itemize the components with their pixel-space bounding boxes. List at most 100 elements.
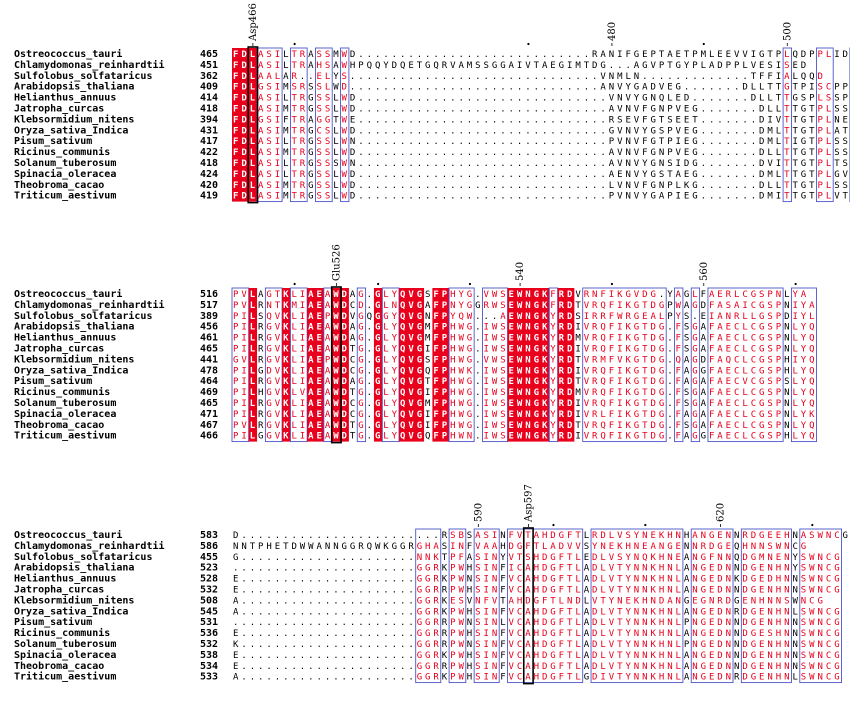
residue: . xyxy=(484,94,489,104)
start-position: 478 xyxy=(200,365,218,376)
residue: . xyxy=(417,181,422,191)
residue: . xyxy=(417,148,422,158)
residue: . xyxy=(492,192,497,202)
residue: I xyxy=(834,50,839,60)
residue: F xyxy=(759,72,764,82)
residue: . xyxy=(667,366,672,376)
residue: S xyxy=(667,159,672,169)
residue: G xyxy=(425,662,430,672)
residue: G xyxy=(534,596,539,606)
residue: G xyxy=(417,596,422,606)
residue: T xyxy=(567,662,573,672)
residue: . xyxy=(258,673,263,683)
residue: . xyxy=(584,105,589,115)
residue: . xyxy=(500,170,505,180)
residue: I xyxy=(241,399,246,409)
residue: N xyxy=(642,662,647,672)
residue: . xyxy=(584,148,589,158)
residue: Y xyxy=(550,355,556,365)
residue: T xyxy=(250,542,256,552)
residue: V xyxy=(408,355,414,365)
residue: W xyxy=(517,355,523,365)
residue: . xyxy=(751,181,756,191)
residue: A xyxy=(258,126,264,136)
residue: D xyxy=(342,355,348,365)
residue: G xyxy=(634,355,639,365)
residue: W xyxy=(333,290,339,300)
residue: S xyxy=(500,399,505,409)
residue: D xyxy=(358,301,363,311)
residue: K xyxy=(283,366,289,376)
residue: G xyxy=(417,355,422,365)
residue: S xyxy=(767,312,772,322)
residue: A xyxy=(325,377,331,387)
residue: . xyxy=(358,50,363,60)
residue: . xyxy=(425,192,430,202)
residue: . xyxy=(392,181,397,191)
residue: . xyxy=(684,83,689,93)
residue: . xyxy=(241,564,246,574)
residue: L xyxy=(291,355,296,365)
residue: A xyxy=(584,607,590,617)
similarity-box xyxy=(356,287,367,443)
residue: T xyxy=(792,83,798,93)
residue: S xyxy=(325,170,330,180)
residue: S xyxy=(659,126,664,136)
residue: V xyxy=(509,553,515,563)
residue: I xyxy=(484,662,489,672)
residue: . xyxy=(701,94,706,104)
residue: F xyxy=(709,366,714,376)
start-position: 545 xyxy=(200,606,218,617)
residue: N xyxy=(634,575,639,585)
residue: G xyxy=(651,290,656,300)
residue: L xyxy=(826,105,831,115)
residue: C xyxy=(826,83,831,93)
residue: F xyxy=(709,345,714,355)
residue: . xyxy=(266,662,271,672)
residue: T xyxy=(642,421,648,431)
residue: Q xyxy=(809,399,814,409)
residue: H xyxy=(450,334,455,344)
residue: . xyxy=(575,50,580,60)
residue: . xyxy=(283,586,288,596)
residue: Q xyxy=(600,301,605,311)
residue: G xyxy=(834,640,839,650)
residue: Y xyxy=(450,312,456,322)
residue: A xyxy=(325,301,331,311)
residue: V xyxy=(408,410,414,420)
residue: G xyxy=(634,301,639,311)
residue: T xyxy=(809,115,815,125)
residue: W xyxy=(333,345,339,355)
residue: K xyxy=(625,399,631,409)
residue: R xyxy=(559,301,565,311)
residue: . xyxy=(492,181,497,191)
residue: . xyxy=(367,148,372,158)
residue: W xyxy=(492,388,498,398)
residue: G xyxy=(358,366,363,376)
residue: V xyxy=(742,377,748,387)
residue: K xyxy=(542,432,548,442)
residue: . xyxy=(417,105,422,115)
residue: E xyxy=(759,586,764,596)
residue: . xyxy=(575,137,580,147)
residue: Q xyxy=(600,334,605,344)
residue: . xyxy=(367,673,372,683)
residue: S xyxy=(475,575,480,585)
residue: . xyxy=(425,115,430,125)
residue: E xyxy=(642,50,647,60)
residue: D xyxy=(592,553,597,563)
residue: G xyxy=(417,629,422,639)
residue: F xyxy=(559,618,564,628)
residue: F xyxy=(609,432,614,442)
residue: . xyxy=(600,137,605,147)
residue: S xyxy=(475,61,480,71)
residue: . xyxy=(383,553,388,563)
residue: . xyxy=(475,388,480,398)
residue: T xyxy=(792,126,798,136)
residue: Y xyxy=(550,388,556,398)
residue: . xyxy=(734,83,739,93)
residue: F xyxy=(500,662,505,672)
residue: W xyxy=(458,673,464,683)
residue: A xyxy=(801,290,807,300)
residue: R xyxy=(592,50,598,60)
